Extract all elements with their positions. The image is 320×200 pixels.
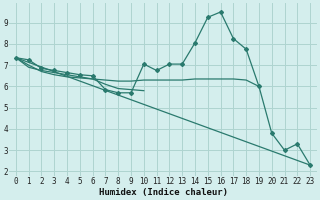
X-axis label: Humidex (Indice chaleur): Humidex (Indice chaleur) — [99, 188, 228, 197]
